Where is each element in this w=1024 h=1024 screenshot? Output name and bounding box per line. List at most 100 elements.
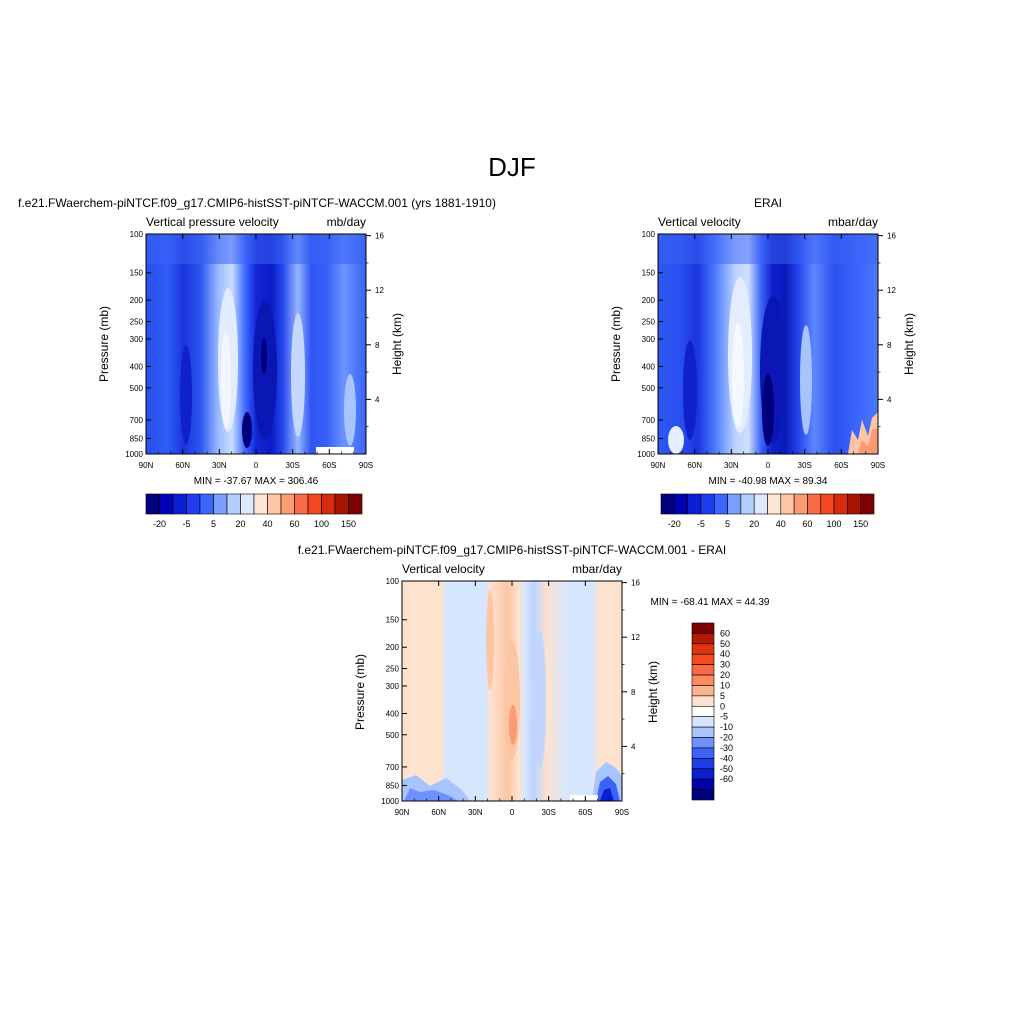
colorbar-swatch [660, 493, 675, 515]
x-tick-label: 90S [359, 461, 373, 470]
panel-model-colorbar: -20 -5 5 20 40 60 100 150 [145, 493, 363, 529]
colorbar-label: -30 [720, 743, 733, 753]
colorbar-swatch [687, 493, 702, 515]
y-right-tick-label: 8 [631, 688, 636, 697]
colorbar-swatch [691, 685, 715, 697]
colorbar-label: 20 [749, 519, 759, 529]
colorbar-swatch [820, 493, 835, 515]
page-title: DJF [488, 152, 536, 182]
x-tick-label: 90N [139, 461, 154, 470]
x-tick-label: 30N [724, 461, 739, 470]
x-tick-label: 60N [687, 461, 702, 470]
y-right-tick-label: 8 [887, 341, 892, 350]
y-tick-label: 300 [642, 335, 656, 344]
colorbar-swatch [793, 493, 808, 515]
y-tick-label: 150 [386, 616, 400, 625]
panel-difference-units: mbar/day [572, 562, 622, 576]
panel-model: f.e21.FWaerchem-piNTCF.f09_g17.CMIP6-his… [18, 196, 496, 529]
colorbar-label: -40 [720, 753, 733, 763]
y-tick-label: 200 [642, 296, 656, 305]
y-tick-label: 100 [386, 577, 400, 586]
y-right-tick-label: 16 [375, 232, 384, 241]
colorbar-swatch [199, 493, 214, 515]
colorbar-swatch [348, 493, 363, 515]
colorbar-swatch [186, 493, 201, 515]
colorbar-swatch [691, 758, 715, 770]
colorbar-swatch [691, 705, 715, 718]
y-right-tick-label: 8 [375, 341, 380, 350]
colorbar-swatch [691, 653, 715, 665]
y-tick-label: 850 [642, 434, 656, 443]
x-tick-label: 60S [322, 461, 336, 470]
panel-difference-stats: MIN = -68.41 MAX = 44.39 [651, 597, 770, 608]
colorbar-label: 20 [720, 670, 730, 680]
panel-model-units: mb/day [327, 215, 366, 229]
colorbar-swatch [145, 493, 160, 515]
colorbar-label: 5 [720, 691, 725, 701]
colorbar-swatch [780, 493, 795, 515]
panel-difference-title: f.e21.FWaerchem-piNTCF.f09_g17.CMIP6-his… [298, 543, 727, 557]
colorbar-swatch [691, 737, 715, 749]
panel-erai-left-label: Vertical velocity [658, 215, 741, 229]
panel-erai-title: ERAI [754, 196, 782, 210]
y-right-tick-label: 12 [887, 286, 896, 295]
colorbar-label: 40 [262, 519, 272, 529]
y-tick-label: 1000 [637, 450, 655, 459]
y-tick-label: 100 [642, 230, 656, 239]
colorbar-swatch [280, 493, 295, 515]
y-tick-label: 850 [130, 434, 144, 443]
panel-erai-units: mbar/day [828, 215, 878, 229]
y-right-tick-label: 12 [375, 286, 384, 295]
colorbar-swatch [727, 493, 742, 515]
colorbar-swatch [226, 493, 241, 515]
colorbar-swatch [767, 493, 782, 515]
x-tick-label: 0 [766, 461, 771, 470]
panel-difference-plot-area [402, 581, 622, 801]
colorbar-label: -5 [182, 519, 190, 529]
colorbar-label: -60 [720, 774, 733, 784]
colorbar-label: 10 [720, 680, 730, 690]
colorbar-swatch [691, 778, 715, 790]
x-tick-label: 30S [798, 461, 812, 470]
panel-model-plot-area [146, 234, 366, 454]
panel-difference-ylabel-right: Height (km) [646, 661, 660, 723]
colorbar-swatch [267, 493, 282, 515]
y-tick-label: 500 [386, 731, 400, 740]
colorbar-label: 40 [720, 649, 730, 659]
y-tick-label: 150 [642, 269, 656, 278]
colorbar-label: 60 [802, 519, 812, 529]
y-tick-label: 850 [386, 781, 400, 790]
x-tick-label: 30S [286, 461, 300, 470]
colorbar-swatch [691, 633, 715, 645]
x-tick-label: 90N [651, 461, 666, 470]
y-tick-label: 500 [642, 384, 656, 393]
colorbar-label: -5 [697, 519, 705, 529]
panel-difference-axes: 90N 60N 30N 0 30S 60S 90S 100 150 200 250 300 400 500… [381, 577, 640, 817]
panel-erai-colorbar: -20 -5 5 20 40 60 100 150 [660, 493, 875, 529]
y-tick-label: 1000 [381, 797, 399, 806]
y-tick-label: 250 [130, 318, 144, 327]
y-right-tick-label: 16 [887, 232, 896, 241]
panel-model-stats: MIN = -37.67 MAX = 306.46 [194, 476, 319, 487]
x-tick-label: 90N [395, 808, 410, 817]
y-tick-label: 250 [642, 318, 656, 327]
panel-difference-left-label: Vertical velocity [402, 562, 485, 576]
panel-erai: ERAI Vertical velocity mbar/day Pressure… [609, 196, 916, 529]
panel-erai-stats: MIN = -40.98 MAX = 89.34 [709, 476, 828, 487]
colorbar-swatch [674, 493, 688, 515]
y-tick-label: 700 [130, 416, 144, 425]
colorbar-label: 150 [853, 519, 868, 529]
colorbar-label: 150 [341, 519, 356, 529]
colorbar-swatch [753, 493, 768, 515]
colorbar-swatch [700, 493, 715, 515]
x-tick-label: 60S [834, 461, 848, 470]
colorbar-swatch [833, 493, 848, 515]
panel-model-left-label: Vertical pressure velocity [146, 215, 279, 229]
colorbar-label: -50 [720, 764, 733, 774]
panel-erai-axes: 90N 60N 30N 0 30S 60S 90S 100 150 200 250 300 400 500… [637, 230, 896, 470]
y-tick-label: 500 [130, 384, 144, 393]
colorbar-swatch [691, 726, 715, 738]
colorbar-label: -20 [668, 519, 681, 529]
